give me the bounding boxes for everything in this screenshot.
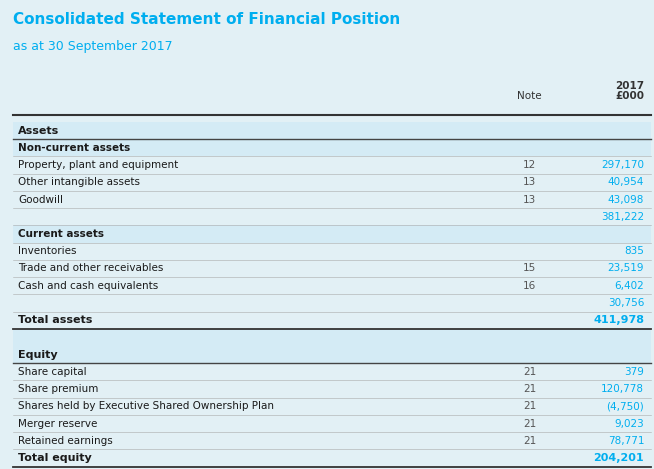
Text: Merger reserve: Merger reserve	[18, 418, 97, 429]
Text: Shares held by Executive Shared Ownership Plan: Shares held by Executive Shared Ownershi…	[18, 401, 274, 411]
Text: Current assets: Current assets	[18, 229, 104, 239]
Text: 835: 835	[625, 246, 644, 256]
Text: Assets: Assets	[18, 126, 60, 136]
Text: 9,023: 9,023	[615, 418, 644, 429]
Text: Non-current assets: Non-current assets	[18, 143, 131, 153]
Text: 297,170: 297,170	[601, 160, 644, 170]
Text: 381,222: 381,222	[601, 212, 644, 222]
Text: 78,771: 78,771	[608, 436, 644, 446]
Text: 411,978: 411,978	[593, 315, 644, 325]
Text: Trade and other receivables: Trade and other receivables	[18, 264, 164, 273]
Text: Retained earnings: Retained earnings	[18, 436, 113, 446]
Text: Total assets: Total assets	[18, 315, 93, 325]
Text: 21: 21	[523, 401, 536, 411]
Text: 120,778: 120,778	[601, 384, 644, 394]
Text: £000: £000	[615, 91, 644, 101]
Text: 40,954: 40,954	[608, 177, 644, 187]
Text: 43,098: 43,098	[608, 195, 644, 204]
Text: Share capital: Share capital	[18, 367, 87, 377]
Bar	[13, 329, 651, 346]
Text: 21: 21	[523, 436, 536, 446]
Text: 21: 21	[523, 384, 536, 394]
Text: 21: 21	[523, 418, 536, 429]
Bar	[13, 139, 651, 157]
Text: 30,756: 30,756	[608, 298, 644, 308]
Text: Inventories: Inventories	[18, 246, 77, 256]
Text: Consolidated Statement of Financial Position: Consolidated Statement of Financial Posi…	[13, 12, 400, 27]
Text: Share premium: Share premium	[18, 384, 99, 394]
Text: 15: 15	[523, 264, 536, 273]
Text: Other intangible assets: Other intangible assets	[18, 177, 141, 187]
Text: (4,750): (4,750)	[606, 401, 644, 411]
Text: Goodwill: Goodwill	[18, 195, 63, 204]
Text: Cash and cash equivalents: Cash and cash equivalents	[18, 280, 158, 291]
Text: 379: 379	[625, 367, 644, 377]
Text: 13: 13	[523, 195, 536, 204]
Text: 13: 13	[523, 177, 536, 187]
Text: 204,201: 204,201	[594, 453, 644, 463]
Text: Equity: Equity	[18, 349, 58, 360]
Text: 6,402: 6,402	[615, 280, 644, 291]
Bar	[13, 346, 651, 363]
Text: 12: 12	[523, 160, 536, 170]
Text: 21: 21	[523, 367, 536, 377]
Text: 2017: 2017	[615, 81, 644, 91]
Bar	[13, 226, 651, 242]
Text: Note: Note	[517, 91, 542, 101]
Bar	[13, 122, 651, 139]
Text: 23,519: 23,519	[608, 264, 644, 273]
Text: Total equity: Total equity	[18, 453, 92, 463]
Text: as at 30 September 2017: as at 30 September 2017	[13, 40, 173, 53]
Text: 16: 16	[523, 280, 536, 291]
Text: Property, plant and equipment: Property, plant and equipment	[18, 160, 179, 170]
